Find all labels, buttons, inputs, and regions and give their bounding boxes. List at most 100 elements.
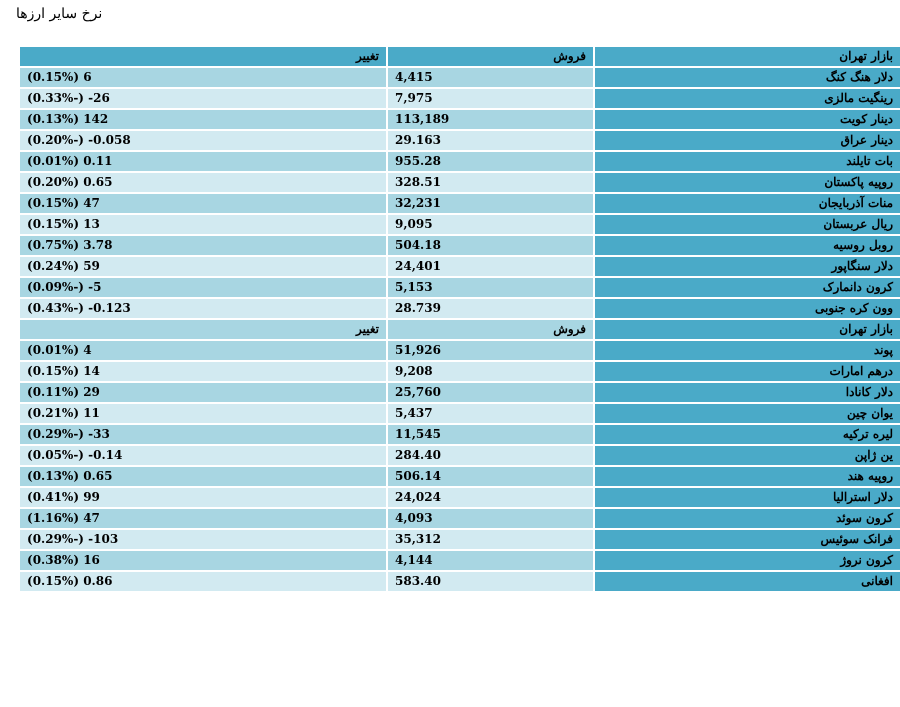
table-row: دلار سنگاپور 24,401 59 (0.24%) [20, 257, 900, 276]
sell-price: 504.18 [388, 236, 593, 255]
sell-price: 9,095 [388, 215, 593, 234]
table-row: دینار عراق 29.163 0.058- (-0.20%) [20, 131, 900, 150]
sell-price: 51,926 [388, 341, 593, 360]
table-row: روپیه پاکستان 328.51 0.65 (0.20%) [20, 173, 900, 192]
price-change: 47 (1.16%) [20, 509, 386, 528]
table-row: روبل روسیه 504.18 3.78 (0.75%) [20, 236, 900, 255]
table-row: یوان چین 5,437 11 (0.21%) [20, 404, 900, 423]
currency-name: یوان چین [595, 404, 900, 423]
currency-name: دلار استرالیا [595, 488, 900, 507]
currency-name: وون کره جنوبی [595, 299, 900, 318]
currency-name: دینار کویت [595, 110, 900, 129]
price-change: 16 (0.38%) [20, 551, 386, 570]
price-change: 4 (0.01%) [20, 341, 386, 360]
currency-name: کرون دانمارک [595, 278, 900, 297]
currency-name: روپیه پاکستان [595, 173, 900, 192]
price-change: 103- (-0.29%) [20, 530, 386, 549]
table-row: روپیه هند 506.14 0.65 (0.13%) [20, 467, 900, 486]
sell-price: 7,975 [388, 89, 593, 108]
price-change: 0.86 (0.15%) [20, 572, 386, 591]
table-row: پوند 51,926 4 (0.01%) [20, 341, 900, 360]
currency-name: فرانک سوئیس [595, 530, 900, 549]
table-row: بات تایلند 955.28 0.11 (0.01%) [20, 152, 900, 171]
column-header-sell: فروش [388, 47, 593, 66]
currency-name: لیره ترکیه [595, 425, 900, 444]
currency-name: پوند [595, 341, 900, 360]
table-subheader-row: بازار تهران فروش تغییر [20, 320, 900, 339]
table-row: کرون سوئد 4,093 47 (1.16%) [20, 509, 900, 528]
sell-price: 24,401 [388, 257, 593, 276]
currency-name: کرون نروژ [595, 551, 900, 570]
table-row: ریال عربستان 9,095 13 (0.15%) [20, 215, 900, 234]
price-change: 0.65 (0.20%) [20, 173, 386, 192]
table-row: دلار کانادا 25,760 29 (0.11%) [20, 383, 900, 402]
price-change: 6 (0.15%) [20, 68, 386, 87]
price-change: 59 (0.24%) [20, 257, 386, 276]
sell-price: 25,760 [388, 383, 593, 402]
price-change: 99 (0.41%) [20, 488, 386, 507]
sell-price: 5,437 [388, 404, 593, 423]
currency-name: ین ژاپن [595, 446, 900, 465]
table-row: فرانک سوئیس 35,312 103- (-0.29%) [20, 530, 900, 549]
currency-name: روپیه هند [595, 467, 900, 486]
currency-name: منات آذربایجان [595, 194, 900, 213]
sell-price: 4,144 [388, 551, 593, 570]
currency-name: افغانی [595, 572, 900, 591]
currency-name: دلار هنگ کنگ [595, 68, 900, 87]
price-change: 33- (-0.29%) [20, 425, 386, 444]
sell-price: 35,312 [388, 530, 593, 549]
column-header-market: بازار تهران [595, 47, 900, 66]
table-row: افغانی 583.40 0.86 (0.15%) [20, 572, 900, 591]
currency-name: دلار سنگاپور [595, 257, 900, 276]
currency-name: ریال عربستان [595, 215, 900, 234]
sell-price: 506.14 [388, 467, 593, 486]
price-change: 142 (0.13%) [20, 110, 386, 129]
currency-name: روبل روسیه [595, 236, 900, 255]
table-row: منات آذربایجان 32,231 47 (0.15%) [20, 194, 900, 213]
currency-name: رینگیت مالزی [595, 89, 900, 108]
sell-price: 32,231 [388, 194, 593, 213]
table-header-row: بازار تهران فروش تغییر [20, 47, 900, 66]
sell-price: 28.739 [388, 299, 593, 318]
price-change: 0.058- (-0.20%) [20, 131, 386, 150]
table-row: دلار استرالیا 24,024 99 (0.41%) [20, 488, 900, 507]
sell-price: 328.51 [388, 173, 593, 192]
sell-price: 5,153 [388, 278, 593, 297]
currency-name: درهم امارات [595, 362, 900, 381]
page-title: نرخ سایر ارزها [16, 6, 103, 22]
currency-name: دلار کانادا [595, 383, 900, 402]
sell-price: 24,024 [388, 488, 593, 507]
column-header-change: تغییر [20, 47, 386, 66]
table-row: کرون نروژ 4,144 16 (0.38%) [20, 551, 900, 570]
currency-rates-table: بازار تهران فروش تغییر دلار هنگ کنگ 4,41… [18, 45, 900, 593]
sell-price: 583.40 [388, 572, 593, 591]
price-change: 0.123- (-0.43%) [20, 299, 386, 318]
currency-name: دینار عراق [595, 131, 900, 150]
price-change: 0.11 (0.01%) [20, 152, 386, 171]
price-change: 5- (-0.09%) [20, 278, 386, 297]
sell-price: 4,415 [388, 68, 593, 87]
table-row: وون کره جنوبی 28.739 0.123- (-0.43%) [20, 299, 900, 318]
sell-price: 4,093 [388, 509, 593, 528]
table-row: ین ژاپن 284.40 0.14- (-0.05%) [20, 446, 900, 465]
sell-price: 955.28 [388, 152, 593, 171]
table-row: دینار کویت 113,189 142 (0.13%) [20, 110, 900, 129]
price-change: 26- (-0.33%) [20, 89, 386, 108]
sell-price: 9,208 [388, 362, 593, 381]
price-change: 13 (0.15%) [20, 215, 386, 234]
price-change: 3.78 (0.75%) [20, 236, 386, 255]
column-header-market: بازار تهران [595, 320, 900, 339]
price-change: 11 (0.21%) [20, 404, 386, 423]
column-header-sell: فروش [388, 320, 593, 339]
table-row: رینگیت مالزی 7,975 26- (-0.33%) [20, 89, 900, 108]
table-row: دلار هنگ کنگ 4,415 6 (0.15%) [20, 68, 900, 87]
price-change: 0.65 (0.13%) [20, 467, 386, 486]
currency-name: بات تایلند [595, 152, 900, 171]
currency-name: کرون سوئد [595, 509, 900, 528]
table-row: لیره ترکیه 11,545 33- (-0.29%) [20, 425, 900, 444]
price-change: 14 (0.15%) [20, 362, 386, 381]
sell-price: 113,189 [388, 110, 593, 129]
table-row: درهم امارات 9,208 14 (0.15%) [20, 362, 900, 381]
price-change: 47 (0.15%) [20, 194, 386, 213]
column-header-change: تغییر [20, 320, 386, 339]
